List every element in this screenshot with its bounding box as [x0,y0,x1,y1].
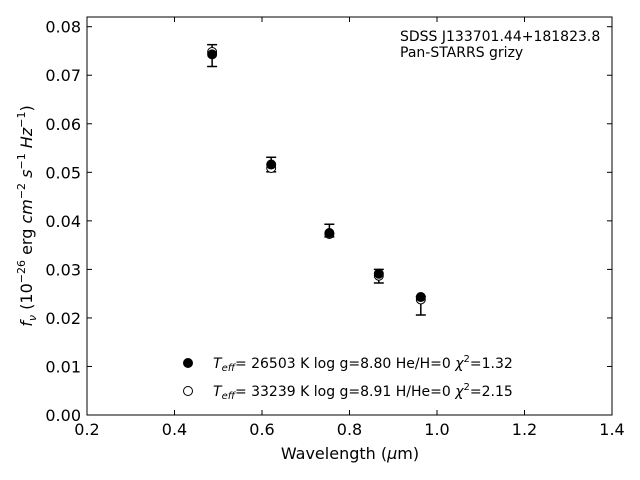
model-point-filled [266,159,277,170]
legend-marker-filled [183,358,193,368]
legend-label-2: Teff= 33239 K log g=8.91 H/He=0 χ2=2.15 [213,382,513,402]
y-tick-label: 0.00 [45,406,81,425]
y-tick-label: 0.07 [45,66,81,85]
x-tick-label: 1.4 [599,420,624,439]
model-point-filled [415,292,426,303]
y-tick-label: 0.08 [45,18,81,37]
x-tick-label: 1.2 [512,420,537,439]
model-point-filled [207,49,218,60]
model-point-filled [324,227,335,238]
y-axis-ticks: 0.00 0.01 0.02 0.03 0.04 0.05 0.06 0.07 0.08 [45,18,612,425]
x-axis-ticks: 0.2 0.4 0.6 0.8 1.0 1.2 1.4 [74,17,625,439]
x-tick-label: 0.4 [162,420,187,439]
plot-area [86,16,613,416]
legend: Teff= 26503 K log g=8.80 He/H=0 χ2=1.32 … [183,354,513,402]
legend-marker-open [183,386,193,396]
legend-label-1: Teff= 26503 K log g=8.80 He/H=0 χ2=1.32 [213,354,513,374]
model-point-filled [373,268,384,279]
x-axis-label: Wavelength (μm) [281,444,419,463]
y-tick-label: 0.05 [45,163,81,182]
x-tick-label: 0.2 [74,420,99,439]
y-tick-label: 0.06 [45,115,81,134]
x-tick-label: 0.8 [337,420,362,439]
x-tick-label: 0.6 [249,420,274,439]
data-points [207,43,426,316]
y-tick-label: 0.03 [45,260,81,279]
annotation-line-2: Pan-STARRS grizy [400,45,523,61]
x-tick-label: 1.0 [424,420,449,439]
y-tick-label: 0.01 [45,357,81,376]
y-tick-label: 0.02 [45,309,81,328]
y-tick-label: 0.04 [45,212,81,231]
annotation-line-1: SDSS J133701.44+181823.8 [400,29,600,45]
y-axis-label: fν (10−26 erg cm−2 s−1 Hz−1) [15,105,39,326]
